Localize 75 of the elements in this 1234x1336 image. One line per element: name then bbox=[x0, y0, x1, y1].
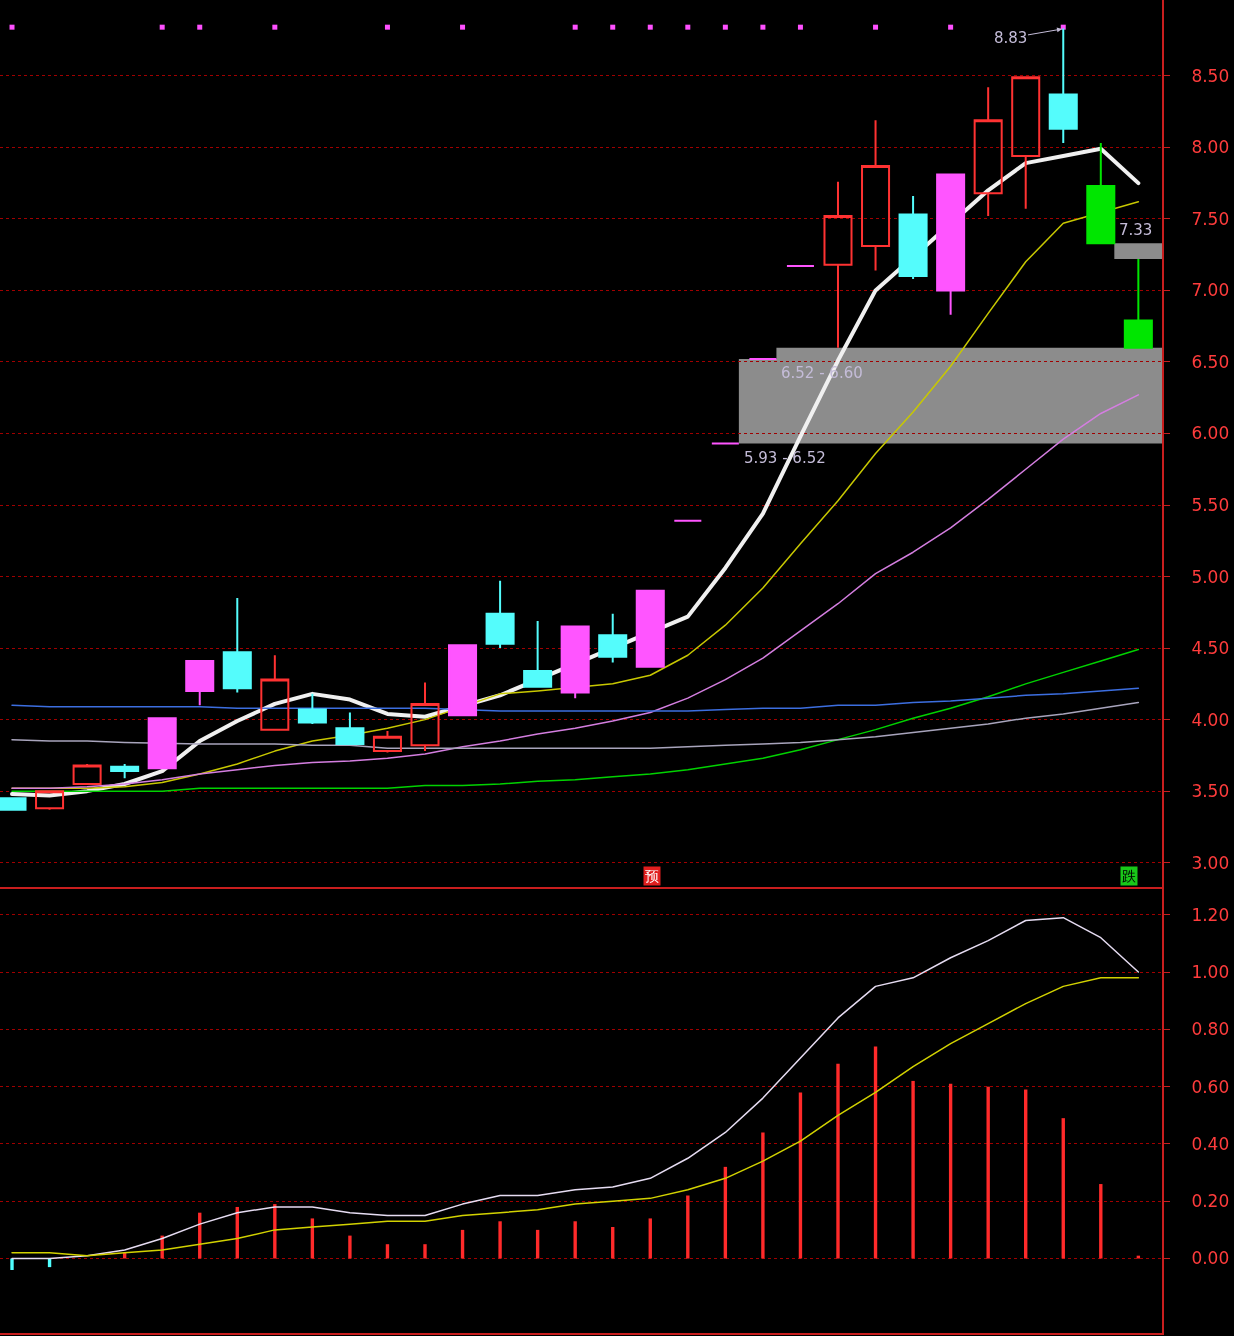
candlestick bbox=[372, 730, 402, 754]
bar bbox=[1136, 1255, 1141, 1259]
candlestick bbox=[673, 519, 703, 522]
candlestick bbox=[222, 597, 252, 694]
y-tick-label: 4.00 bbox=[1191, 709, 1230, 730]
bar bbox=[423, 1244, 427, 1259]
candlestick bbox=[823, 180, 853, 349]
line-series bbox=[11, 648, 1140, 792]
candlestick bbox=[448, 644, 478, 717]
band-label: 5.93 - 6.52 bbox=[744, 449, 826, 467]
candlestick bbox=[35, 790, 65, 811]
candlestick bbox=[710, 442, 740, 445]
y-tick-label: 0.80 bbox=[1191, 1019, 1230, 1040]
bar bbox=[648, 1218, 652, 1259]
bar bbox=[498, 1221, 502, 1259]
y-tick-label: 5.50 bbox=[1191, 494, 1230, 515]
y-tick-label: 0.20 bbox=[1191, 1191, 1230, 1212]
y-tick-label: 5.00 bbox=[1191, 566, 1230, 587]
candlestick bbox=[185, 659, 215, 707]
y-tick-label: 0.60 bbox=[1191, 1076, 1230, 1097]
annotation: 8.83 bbox=[994, 29, 1028, 47]
y-tick-label: 8.50 bbox=[1191, 65, 1230, 86]
candlestick bbox=[1086, 142, 1116, 245]
candlestick bbox=[598, 612, 628, 664]
bar bbox=[686, 1195, 690, 1259]
candlestick bbox=[147, 717, 177, 770]
candlestick bbox=[72, 762, 102, 785]
candlestick bbox=[635, 589, 665, 668]
line-series bbox=[11, 701, 1140, 749]
candlestick bbox=[335, 711, 365, 745]
candlestick bbox=[748, 358, 778, 361]
bar bbox=[911, 1080, 915, 1259]
candlestick bbox=[260, 654, 290, 731]
candlestick bbox=[523, 619, 553, 688]
bar bbox=[460, 1229, 465, 1259]
y-tick-label: 6.50 bbox=[1191, 351, 1230, 372]
y-tick-label: 7.00 bbox=[1191, 280, 1230, 301]
candlestick bbox=[898, 195, 928, 280]
bar bbox=[611, 1227, 615, 1259]
bar bbox=[761, 1132, 765, 1259]
candlestick bbox=[297, 692, 327, 725]
y-tick-label: 0.00 bbox=[1191, 1248, 1230, 1269]
bar bbox=[10, 1258, 14, 1270]
y-tick-label: 0.40 bbox=[1191, 1133, 1230, 1154]
y-tick-label: 4.50 bbox=[1191, 638, 1230, 659]
candlestick bbox=[1011, 76, 1041, 210]
line-series bbox=[11, 687, 1140, 712]
candlestick bbox=[973, 86, 1003, 218]
candlestick bbox=[785, 265, 815, 268]
candlestick bbox=[861, 119, 891, 272]
line-series bbox=[11, 916, 1140, 1260]
y-tick-label: 7.50 bbox=[1191, 208, 1230, 229]
y-tick-label: 3.50 bbox=[1191, 781, 1230, 802]
line-series bbox=[11, 977, 1140, 1257]
band-label: 7.33 bbox=[1119, 221, 1153, 239]
bar bbox=[348, 1235, 352, 1259]
y-tick-label: 1.20 bbox=[1191, 904, 1230, 925]
annotation: 预 bbox=[645, 868, 659, 884]
bar bbox=[836, 1063, 840, 1259]
candlestick bbox=[560, 625, 590, 700]
candlestick bbox=[1123, 257, 1153, 349]
y-tick-label: 6.00 bbox=[1191, 423, 1230, 444]
candlestick bbox=[410, 681, 440, 753]
candlestick bbox=[936, 173, 966, 316]
bar bbox=[986, 1086, 990, 1259]
y-tick-label: 8.00 bbox=[1191, 137, 1230, 158]
annotation: 跌 bbox=[1122, 868, 1136, 884]
bar bbox=[535, 1229, 540, 1259]
y-tick-label: 1.00 bbox=[1191, 962, 1230, 983]
y-tick-label: 3.00 bbox=[1191, 852, 1230, 873]
bar bbox=[385, 1244, 390, 1259]
line-series bbox=[11, 394, 1140, 790]
candlestick bbox=[485, 579, 515, 650]
bar bbox=[273, 1204, 277, 1259]
bar bbox=[573, 1221, 577, 1259]
